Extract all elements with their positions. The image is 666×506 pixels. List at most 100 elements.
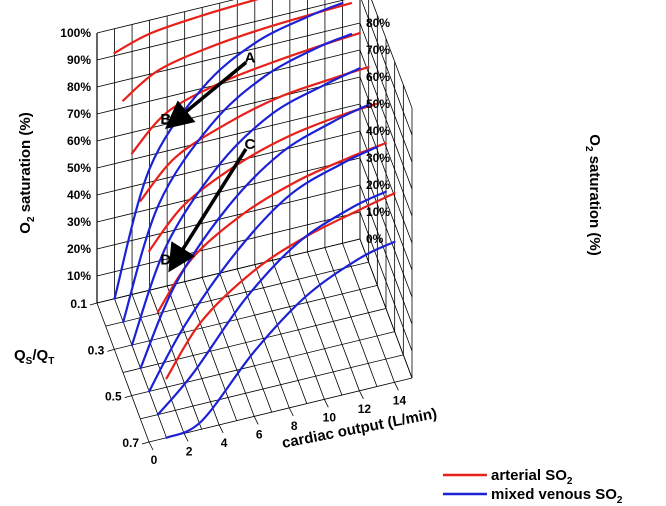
right-wall-gridline-y: [361, 0, 413, 136]
x-tick-label: 6: [256, 427, 263, 441]
left-y-tick-label: 10%: [67, 269, 91, 283]
arterial-curve-0.6: [156, 142, 387, 314]
right-y-tick-label: 70%: [366, 43, 390, 57]
right-y-tick-label: 10%: [366, 205, 390, 219]
depth-tick-label: 0.3: [88, 343, 105, 357]
chart-annotations: A B C D: [160, 50, 256, 273]
left-y-tick-label: 60%: [67, 134, 91, 148]
right-wall-gridline-y: [359, 157, 413, 298]
left-y-axis-title: O2 saturation (%): [17, 112, 37, 233]
floor-gridline-depth: [122, 308, 387, 373]
annotation-A: A: [245, 50, 256, 67]
right-y-axis-title: O2 saturation (%): [583, 134, 603, 255]
x-tick-label: 12: [358, 402, 372, 416]
x-tick-label: 8: [291, 419, 298, 433]
left-y-tick-label: 20%: [67, 242, 91, 256]
legend-label-venous: mixed venous SO2: [491, 486, 623, 506]
right-y-tick-label: 20%: [366, 178, 390, 192]
x-tick-mark: [253, 416, 259, 425]
back-wall-gridline-y: [96, 184, 361, 250]
left-y-tick-label: 50%: [67, 161, 91, 175]
floor-gridline-depth: [96, 238, 361, 304]
x-tick-mark: [288, 407, 294, 417]
x-tick-mark: [394, 382, 399, 391]
left-y-tick-label: 70%: [67, 107, 91, 121]
depth-tick-mark: [124, 395, 132, 399]
x-tick-label: 2: [186, 444, 193, 458]
back-wall-gridline-y: [96, 0, 346, 61]
floor-gridline-depth: [140, 354, 404, 420]
x-tick-mark: [183, 433, 189, 442]
arrow-C-D: [168, 148, 248, 273]
arterial-curve-0.5: [148, 102, 379, 253]
back-wall-gridline-y: [96, 76, 361, 142]
right-wall-gridline-y: [359, 130, 413, 271]
x-tick-label: 4: [221, 436, 228, 450]
legend: arterial SO2 mixed venous SO2: [443, 467, 623, 506]
depth-tick-mark: [107, 348, 115, 352]
back-wall-gridline-y: [96, 0, 235, 34]
back-wall-gridline-y: [96, 22, 361, 88]
right-y-tick-label: 30%: [366, 151, 390, 165]
left-y-tick-label: 40%: [67, 188, 91, 202]
right-wall-gridline-y: [359, 49, 413, 190]
x-tick-label: 10: [323, 410, 337, 424]
left-y-tick-label: 80%: [67, 80, 91, 94]
depth-tick-mark: [89, 302, 98, 306]
x-tick-mark: [323, 399, 329, 408]
right-wall-gridline-y: [371, 0, 413, 109]
right-wall-gridline-y: [359, 22, 413, 163]
x-tick-mark: [359, 390, 364, 399]
arterial-curve-0.4: [139, 66, 370, 202]
floor-gridline-depth: [131, 331, 395, 397]
floor-gridline-depth: [148, 377, 413, 443]
depth-tick-label: 0.1: [70, 297, 87, 311]
right-y-tick-label: 80%: [366, 16, 390, 30]
depth-tick-mark: [141, 441, 150, 445]
right-y-tick-label: 90%: [366, 0, 390, 3]
depth-tick-label: 0.7: [122, 436, 139, 450]
right-y-tick-label: 40%: [366, 124, 390, 138]
back-wall-gridline-y: [96, 157, 361, 223]
left-y-tick-label: 90%: [67, 53, 91, 67]
x-tick-label: 14: [393, 393, 407, 407]
arterial-curve-0.1: [113, 0, 259, 55]
floor-gridline-depth: [114, 284, 378, 350]
left-y-tick-label: 30%: [67, 215, 91, 229]
back-wall-gridline-y: [96, 211, 361, 277]
left-y-tick-label: 100%: [60, 26, 91, 40]
x-tick-mark: [218, 424, 224, 434]
right-y-tick-label: 0%: [366, 232, 384, 246]
venous-curve-0.6: [156, 190, 387, 416]
right-y-tick-label: 50%: [366, 97, 390, 111]
annotation-B: B: [160, 111, 171, 128]
venous-curve-0.5: [148, 145, 379, 393]
annotation-D: D: [160, 252, 171, 269]
floor-gridline-depth: [105, 261, 369, 327]
right-wall-gridline-y: [359, 184, 413, 325]
venous-curve-0.3: [130, 67, 361, 347]
chart-ticks: 10% 20% 30% 40% 50% 60% 70% 80% 90% 100% 0% 10% 20% 3…: [60, 0, 406, 467]
depth-axis-title: QS/QT: [14, 347, 54, 367]
venous-curve-0.7: [165, 240, 396, 439]
venous-curve-0.2: [122, 33, 353, 323]
arterial-curve-0.7: [165, 192, 396, 380]
x-tick-label: 0: [151, 453, 158, 467]
venous-curve-0.4: [139, 103, 370, 370]
back-wall-gridline-y: [96, 103, 361, 169]
back-wall-gridline-y: [96, 49, 361, 115]
chart-grid: [96, 0, 413, 443]
x-tick-mark: [148, 441, 154, 451]
depth-tick-label: 0.5: [105, 390, 122, 404]
legend-label-arterial: arterial SO2: [491, 467, 573, 487]
venous-curve-0.1: [113, 1, 344, 300]
right-y-tick-label: 60%: [366, 70, 390, 84]
chart-curves: [113, 0, 396, 439]
arrow-A-B: [164, 61, 248, 129]
right-wall-gridline-y: [359, 103, 413, 244]
back-wall-gridline-y: [96, 130, 361, 196]
right-wall-gridline-y: [359, 76, 413, 217]
annotation-C: C: [245, 136, 256, 153]
right-wall-gridline-y: [359, 211, 413, 352]
